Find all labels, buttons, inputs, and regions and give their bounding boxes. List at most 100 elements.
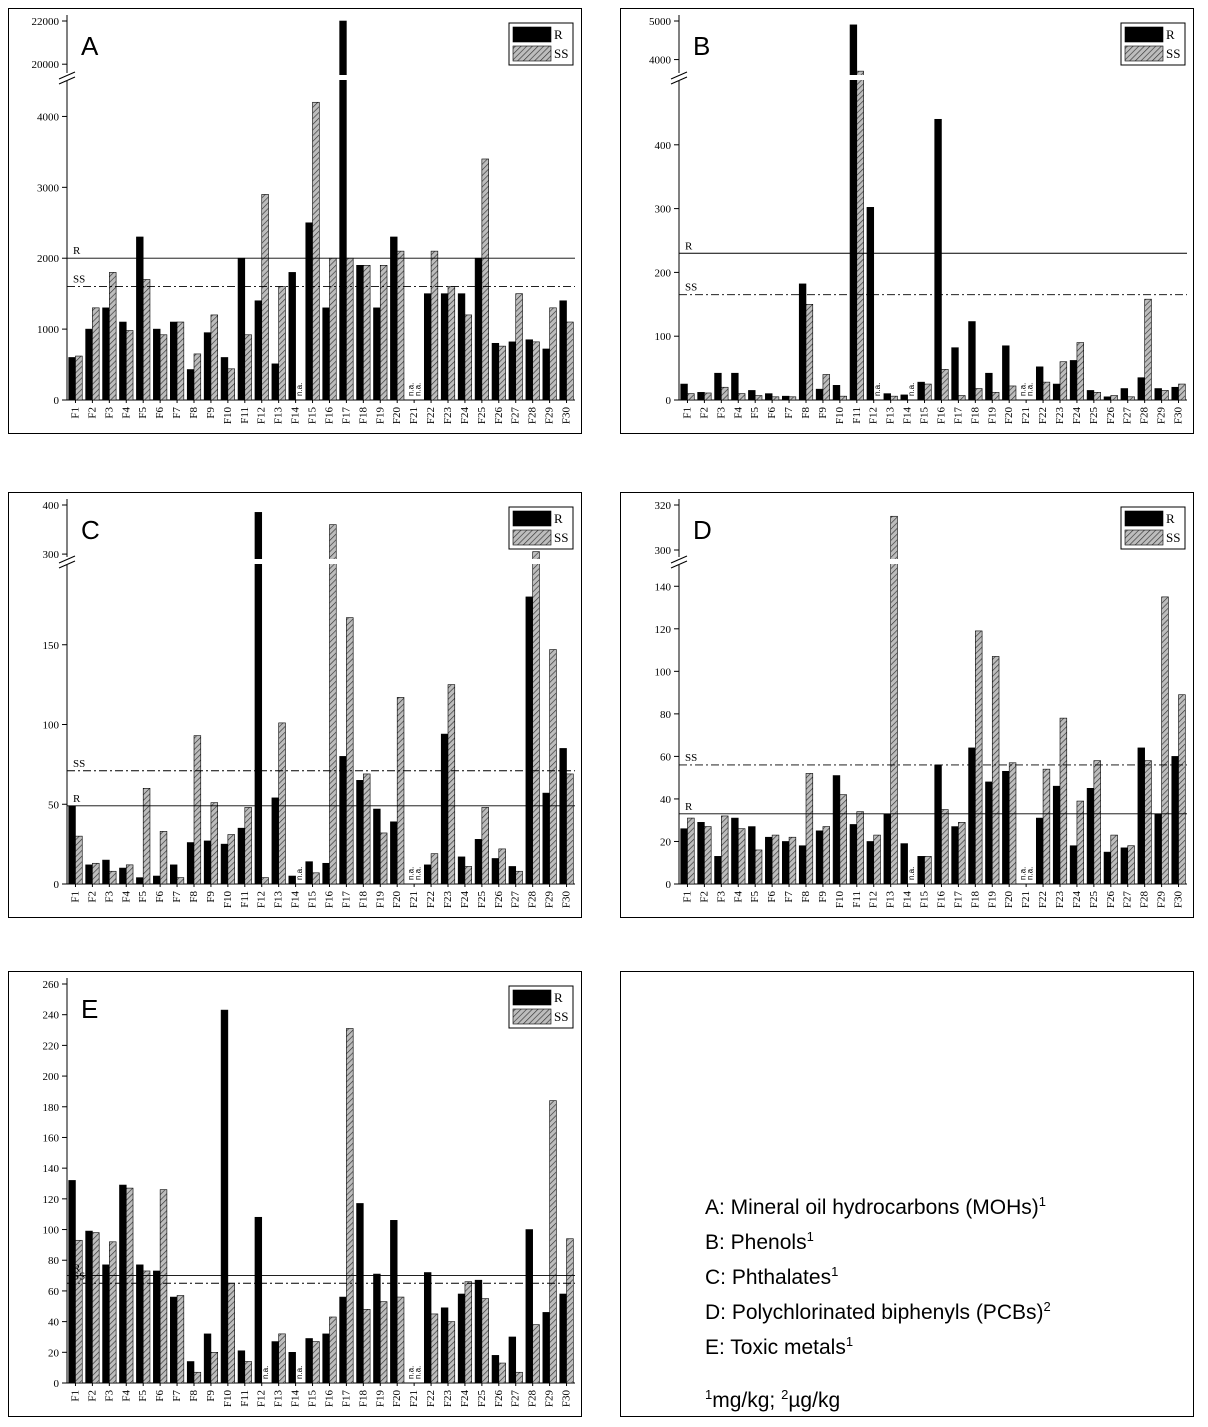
na-label: n.a. bbox=[407, 867, 416, 880]
bar-ss-f8 bbox=[193, 1371, 202, 1384]
x-tick-label: F18 bbox=[357, 407, 369, 425]
legend-line-d-sup: 2 bbox=[1043, 1299, 1051, 1314]
y-tick-label: 100 bbox=[655, 331, 672, 343]
units-text-1: mg/kg; bbox=[712, 1389, 782, 1412]
chart-a-svg: 0 1000 2000 3000 4000 20000 22000 A F1 F2 F3 F4 F5 F6… bbox=[32, 15, 575, 425]
legend-line-d-text: D: Polychlorinated biphenyls (PCBs) bbox=[705, 1301, 1044, 1324]
bar-ss-f16 bbox=[329, 257, 337, 401]
bar-ss-f18 bbox=[363, 265, 371, 401]
y-tick-label: 300 bbox=[655, 204, 672, 216]
bar-r-f12 bbox=[254, 1216, 263, 1384]
bar-ss-f6 bbox=[159, 1189, 168, 1384]
bar-ss-f4 bbox=[737, 828, 746, 885]
bar-r-f17 bbox=[951, 826, 959, 885]
y-tick-label: 0 bbox=[666, 879, 672, 891]
bar-ss-f5 bbox=[754, 395, 763, 401]
na-label: n.a. bbox=[873, 383, 882, 396]
x-tick-label: F17 bbox=[952, 891, 964, 909]
bar-r-f5 bbox=[136, 236, 144, 401]
x-tick-label: F29 bbox=[544, 407, 556, 425]
x-tick-label: F21 bbox=[408, 1390, 420, 1407]
x-tick-label: F1 bbox=[681, 891, 693, 903]
bar-ss-f7 bbox=[176, 1295, 185, 1384]
bar-ss-f18 bbox=[363, 773, 371, 885]
bar-r-f2 bbox=[85, 1230, 93, 1384]
x-tick-label: F12 bbox=[868, 407, 880, 424]
y-tick-label: 2000 bbox=[37, 253, 60, 265]
bar-r-f12 bbox=[866, 207, 875, 401]
x-tick-label: F8 bbox=[800, 891, 812, 903]
x-tick-label: F15 bbox=[919, 407, 931, 425]
bar-r-f1 bbox=[680, 383, 688, 401]
bar-ss-f22 bbox=[1042, 768, 1051, 885]
bar-r-f20 bbox=[1002, 345, 1010, 401]
na-label: n.a. bbox=[907, 383, 916, 396]
x-tick-label: F1 bbox=[69, 407, 81, 419]
bar-r-f10 bbox=[832, 385, 841, 401]
bar-r-f20 bbox=[390, 1220, 398, 1384]
bar-ss-f20 bbox=[396, 697, 405, 885]
bar-r-f6 bbox=[765, 393, 773, 401]
bar-r-f12 bbox=[866, 841, 875, 885]
x-tick-label: F27 bbox=[510, 407, 522, 425]
legend-line-a: A: Mineral oil hydrocarbons (MOHs)1 bbox=[705, 1194, 1046, 1220]
bar-ss-f6 bbox=[159, 831, 168, 885]
bar-ss-f24 bbox=[464, 314, 473, 401]
legend-line-d: D: Polychlorinated biphenyls (PCBs)2 bbox=[705, 1299, 1051, 1325]
x-tick-label: F24 bbox=[1071, 407, 1083, 425]
bar-r-f16 bbox=[322, 862, 330, 885]
bar-r-f25 bbox=[474, 257, 483, 401]
x-tick-label: F26 bbox=[493, 407, 505, 425]
bar-r-f1 bbox=[680, 828, 688, 885]
reference-line-label: R bbox=[685, 240, 693, 252]
x-tick-label: F15 bbox=[919, 891, 931, 909]
x-tick-label: F20 bbox=[391, 407, 403, 425]
x-tick-label: F14 bbox=[902, 891, 914, 909]
bar-ss-f6 bbox=[771, 834, 780, 885]
bar-ss-f1 bbox=[75, 1239, 83, 1384]
bar-r-f10 bbox=[220, 1009, 229, 1384]
x-tick-label: F4 bbox=[120, 1390, 132, 1402]
bar-ss-f29 bbox=[1161, 596, 1169, 885]
bar-r-f5 bbox=[136, 877, 144, 885]
bar-ss-f13 bbox=[890, 515, 898, 885]
legend-line-b-text: B: Phenols bbox=[705, 1231, 807, 1254]
x-tick-label: F9 bbox=[205, 1390, 217, 1402]
x-tick-label: F18 bbox=[969, 891, 981, 909]
bar-ss-f30 bbox=[566, 773, 574, 885]
bar-ss-f25 bbox=[481, 1298, 489, 1384]
legend-label-r: R bbox=[554, 27, 563, 42]
legend-line-b-sup: 1 bbox=[806, 1229, 814, 1244]
bar-r-f11 bbox=[849, 24, 858, 401]
legend-line-c-sup: 1 bbox=[831, 1264, 839, 1279]
bar-ss-f3 bbox=[109, 870, 117, 885]
bar-ss-f11 bbox=[244, 334, 252, 401]
x-tick-label: F24 bbox=[459, 407, 471, 425]
bar-r-f12 bbox=[254, 512, 263, 885]
bar-r-f14 bbox=[900, 843, 908, 885]
na-label: n.a. bbox=[1026, 383, 1035, 396]
y-tick-label: 200 bbox=[655, 267, 672, 279]
bar-ss-f1 bbox=[687, 393, 695, 401]
units-text-2: µg/kg bbox=[788, 1389, 841, 1412]
na-label: n.a. bbox=[261, 1366, 270, 1379]
y-tick-label: 4000 bbox=[37, 111, 60, 123]
x-tick-label: F20 bbox=[1003, 407, 1015, 425]
bar-ss-f29 bbox=[1161, 390, 1169, 401]
chart-panel-d: 0 20 40 60 80 100 120 140 300 320 D F1 F2 F3 F4 F5 F6 F7 F… bbox=[620, 492, 1194, 918]
bar-r-f8 bbox=[186, 1361, 195, 1384]
bar-ss-f13 bbox=[278, 286, 286, 401]
chart-panel-c: 0 50 100 150 300 400 C F1 F2 F3 F4 F5 F6 F7 F8 F9 F10 F11… bbox=[8, 492, 582, 918]
bar-r-f13 bbox=[271, 363, 279, 401]
bar-r-f2 bbox=[697, 822, 705, 885]
bar-r-f12 bbox=[254, 300, 263, 401]
bar-r-f27 bbox=[1120, 847, 1129, 885]
bar-r-f25 bbox=[1086, 787, 1095, 885]
x-tick-label: F23 bbox=[442, 407, 454, 425]
bar-ss-f18 bbox=[975, 388, 983, 401]
bar-break-gap bbox=[855, 75, 865, 80]
axis-break-mark bbox=[670, 71, 688, 80]
bar-r-f27 bbox=[508, 341, 517, 401]
bar-r-f26 bbox=[1103, 396, 1112, 401]
bar-break-gap bbox=[253, 559, 263, 564]
